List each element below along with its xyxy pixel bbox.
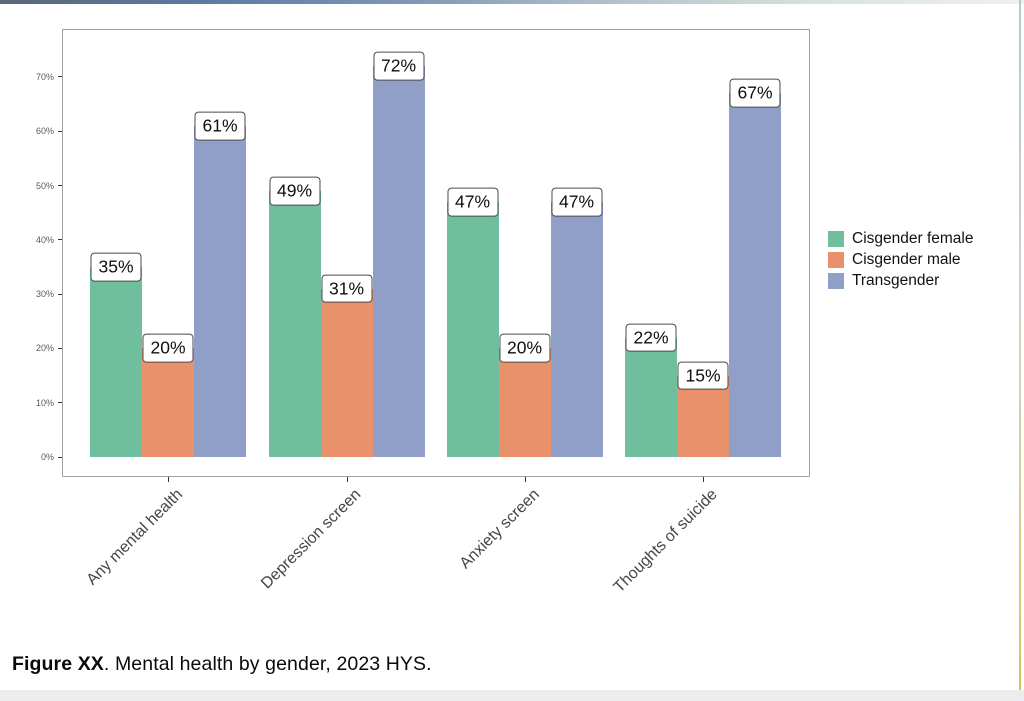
y-axis-tick bbox=[58, 293, 62, 295]
page-bottom-border bbox=[0, 690, 1024, 701]
bar-value-label: 35% bbox=[90, 252, 142, 282]
y-axis-tick-label: 0% bbox=[40, 452, 54, 462]
legend-item-transgender: Transgender bbox=[828, 270, 973, 291]
y-axis-tick bbox=[58, 402, 62, 404]
y-axis-tick-label: 70% bbox=[35, 71, 54, 82]
y-axis-tick-label: 40% bbox=[35, 234, 54, 245]
bar-value-label: 20% bbox=[142, 334, 194, 363]
bar-cisgender-female-any-mental-health bbox=[90, 266, 142, 457]
figure-caption: Figure XX. Mental health by gender, 2023… bbox=[12, 653, 432, 676]
bar-transgender-anxiety-screen bbox=[550, 201, 603, 457]
legend-swatch bbox=[828, 230, 844, 247]
bar-transgender-thoughts-of-suicide bbox=[729, 93, 781, 457]
x-axis-category-label: Anxiety screen bbox=[456, 486, 543, 573]
y-axis-tick-label: 50% bbox=[35, 180, 54, 191]
y-axis-tick bbox=[58, 347, 62, 349]
legend-label: Transgender bbox=[852, 271, 940, 289]
chart-legend: Cisgender female Cisgender male Transgende… bbox=[828, 228, 973, 291]
bar-value-label: 61% bbox=[194, 111, 246, 141]
bar-value-label: 49% bbox=[268, 176, 321, 206]
bar-value-label: 72% bbox=[372, 51, 425, 81]
x-axis-category-label: Any mental health bbox=[83, 486, 187, 589]
x-axis-tick bbox=[168, 477, 169, 482]
y-axis-tick bbox=[58, 130, 62, 132]
legend-label: Cisgender male bbox=[852, 250, 961, 268]
bar-value-label: 47% bbox=[446, 187, 499, 217]
bar-cisgender-male-depression-screen bbox=[320, 288, 373, 457]
y-axis-tick bbox=[58, 239, 62, 241]
x-axis-tick bbox=[524, 477, 526, 482]
page-right-border bbox=[1019, 0, 1021, 701]
bar-cisgender-male-anxiety-screen bbox=[498, 348, 551, 457]
bar-value-label: 31% bbox=[320, 274, 373, 304]
figure-caption-label: Figure XX bbox=[12, 653, 104, 675]
x-axis-category-label: Thoughts of suicide bbox=[610, 486, 722, 597]
y-axis-tick-label: 10% bbox=[35, 397, 54, 408]
x-axis-tick bbox=[703, 477, 704, 482]
bar-value-label: 47% bbox=[550, 187, 603, 217]
x-axis-tick bbox=[346, 477, 348, 482]
bar-cisgender-female-depression-screen bbox=[268, 190, 321, 457]
bar-value-label: 67% bbox=[729, 78, 781, 108]
bar-cisgender-female-thoughts-of-suicide bbox=[625, 337, 677, 457]
bar-value-label: 15% bbox=[677, 361, 729, 390]
bar-value-label: 22% bbox=[625, 323, 677, 352]
legend-item-cisgender-female: Cisgender female bbox=[828, 228, 973, 249]
y-axis-tick-label: 60% bbox=[35, 126, 54, 137]
y-axis-tick bbox=[58, 76, 62, 78]
y-axis-tick bbox=[58, 456, 62, 458]
bar-value-label: 20% bbox=[498, 334, 551, 363]
legend-item-cisgender-male: Cisgender male bbox=[828, 249, 973, 270]
legend-label: Cisgender female bbox=[852, 229, 974, 247]
figure-caption-text: . Mental health by gender, 2023 HYS. bbox=[103, 653, 432, 675]
bar-transgender-any-mental-health bbox=[194, 125, 246, 457]
y-axis-tick-label: 20% bbox=[35, 343, 54, 354]
bar-transgender-depression-screen bbox=[372, 66, 425, 457]
bar-cisgender-female-anxiety-screen bbox=[446, 201, 499, 457]
legend-swatch bbox=[828, 251, 844, 268]
y-axis-tick bbox=[58, 185, 62, 187]
page-top-border bbox=[0, 0, 1024, 4]
x-axis-category-label: Depression screen bbox=[258, 486, 365, 593]
bar-cisgender-male-any-mental-health bbox=[142, 348, 194, 457]
y-axis-tick-label: 30% bbox=[35, 289, 54, 300]
legend-swatch bbox=[828, 272, 844, 289]
